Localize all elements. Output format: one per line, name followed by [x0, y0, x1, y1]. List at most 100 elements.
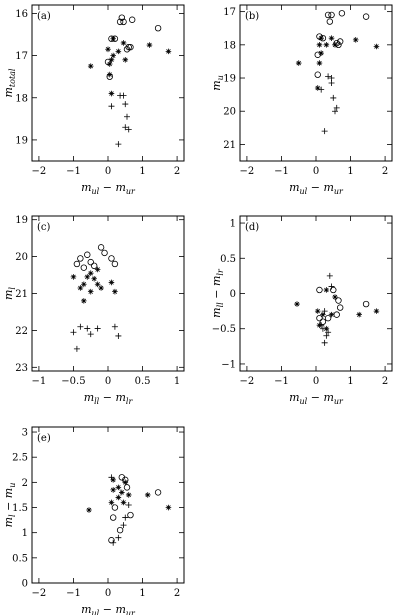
circle-point	[324, 11, 332, 19]
star-point	[110, 52, 116, 59]
plus-point	[122, 514, 129, 521]
x-tick-label: 0	[313, 376, 319, 387]
y-axis-label: mll − mlr	[210, 268, 225, 318]
star-point	[86, 507, 92, 513]
circle-point	[116, 526, 124, 534]
star-point	[87, 270, 94, 277]
star-point	[373, 43, 380, 50]
y-tick-label: 22	[15, 326, 28, 337]
star-point	[106, 71, 113, 78]
star-point	[356, 311, 362, 318]
circle-point	[120, 18, 127, 26]
star-point	[106, 61, 113, 67]
star-point	[110, 35, 116, 42]
plus-point	[115, 534, 122, 541]
star-point	[328, 311, 335, 318]
plus-point	[110, 539, 117, 546]
circle-point	[104, 58, 112, 66]
plus-point	[321, 128, 328, 135]
star-point	[119, 489, 125, 496]
plus-point	[87, 331, 94, 338]
circle-point	[111, 260, 119, 268]
circle-point	[127, 43, 134, 51]
plot-frame	[239, 4, 393, 162]
star-point	[94, 281, 101, 288]
circle-point	[109, 514, 117, 521]
star-point	[318, 35, 324, 41]
plot-frame	[31, 426, 185, 584]
y-tick-label: 1	[230, 219, 236, 230]
star-point	[314, 85, 321, 91]
circle-point	[316, 33, 323, 40]
star-point	[81, 281, 87, 288]
plus-point	[122, 124, 129, 131]
star-point	[294, 301, 300, 307]
plus-point	[108, 474, 115, 481]
plus-point	[321, 308, 328, 315]
plus-point	[94, 325, 101, 332]
panel-e: (e) −2 −1 0 1 2 0 0.5 1 1.5 2 2.5 3 mul − mur ml − mu	[2, 426, 185, 615]
star-point	[332, 42, 338, 48]
circle-point	[116, 18, 124, 26]
star-point	[125, 492, 132, 498]
circle-point	[333, 311, 340, 318]
y-tick-label: −1	[221, 359, 236, 370]
star-point	[295, 60, 302, 66]
star-point	[81, 298, 87, 304]
star-point	[108, 90, 115, 97]
circle-point	[326, 18, 334, 25]
circle-point	[362, 300, 370, 308]
star-point	[115, 48, 122, 55]
star-point	[120, 499, 127, 506]
x-tick-label: 2	[382, 376, 388, 387]
plus-point	[120, 522, 127, 529]
circle-point	[77, 255, 84, 262]
y-tick-label: 18	[15, 93, 28, 104]
plot-frame	[31, 215, 185, 372]
y-tick-label: 23	[15, 363, 28, 374]
star-point	[332, 294, 338, 300]
panel-c: (c) −1 −0.5 0 0.5 1 19 20 21 22 23 mll − mlr ml	[2, 215, 185, 406]
circle-point	[362, 13, 370, 20]
plus-point	[333, 104, 340, 111]
y-tick-label: 1.5	[12, 503, 28, 514]
y-tick-label: 2.5	[12, 453, 28, 464]
plus-point	[73, 345, 80, 352]
plot-frame	[239, 215, 393, 372]
plus-point	[326, 272, 333, 279]
plus-point	[318, 322, 325, 329]
star-point	[108, 279, 115, 286]
plus-point	[108, 103, 115, 110]
plus-point	[111, 323, 118, 330]
circle-point	[123, 46, 131, 53]
y-tick-label: 0.5	[220, 254, 236, 265]
y-axis-label: mtotal	[2, 68, 17, 97]
star-point	[144, 492, 151, 498]
star-point	[146, 42, 153, 48]
circle-point	[154, 24, 162, 32]
y-tick-label: 18	[223, 40, 236, 51]
circle-point	[101, 249, 108, 257]
x-tick-label: 0.5	[135, 376, 151, 387]
x-tick-label: −2	[32, 166, 47, 177]
plus-point	[330, 94, 337, 101]
x-tick-label: 0	[313, 166, 319, 177]
y-tick-label: 3	[22, 428, 28, 439]
x-tick-label: −1	[66, 588, 81, 599]
x-tick-label: −1	[274, 166, 289, 177]
x-tick-label: 0	[105, 376, 111, 387]
star-point	[165, 48, 172, 55]
x-tick-label: −1	[274, 376, 289, 387]
star-point	[112, 288, 118, 295]
x-axis-label: mul − mur	[81, 181, 136, 196]
plus-point	[323, 332, 330, 339]
y-tick-label: 0.5	[12, 553, 28, 564]
plus-point	[328, 283, 335, 290]
star-point	[316, 60, 323, 66]
x-tick-label: −2	[240, 166, 255, 177]
star-point	[122, 479, 129, 486]
panel-b: (b) −2 −1 0 1 2 17 18 19 20 21 mul − mur mu	[210, 4, 393, 196]
circle-point	[84, 251, 91, 258]
star-point	[108, 57, 115, 63]
plus-point	[125, 502, 132, 508]
